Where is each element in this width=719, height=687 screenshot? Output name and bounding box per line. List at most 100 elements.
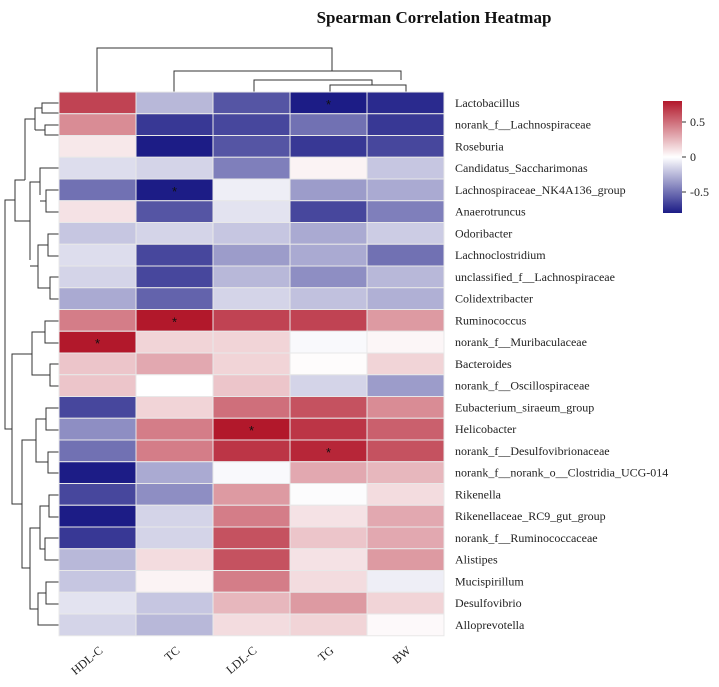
row-label: Eubacterium_siraeum_group (455, 400, 594, 414)
heatmap-cell (289, 222, 368, 245)
row-label: Lactobacillus (455, 96, 520, 110)
heatmap-cell (58, 352, 137, 376)
heatmap-cell (58, 591, 137, 615)
heatmap-cell (212, 330, 291, 354)
heatmap-cell (366, 374, 445, 397)
heatmap-cell (212, 504, 291, 528)
row-dendro-link (48, 494, 59, 518)
heatmap-cell (58, 135, 137, 158)
significance-star: * (326, 97, 331, 112)
heatmap-cell (58, 113, 137, 136)
heatmap-cell (212, 613, 291, 637)
row-dendro-link (49, 276, 59, 300)
heatmap-cell (366, 417, 445, 441)
row-label: Odoribacter (455, 226, 512, 240)
heatmap-cell (212, 483, 291, 506)
heatmap-cell (289, 287, 368, 310)
heatmap-cell (366, 135, 445, 158)
heatmap-cell (289, 243, 368, 267)
significance-star: * (249, 423, 254, 438)
heatmap-cell (212, 591, 291, 615)
row-label: norank_f__Lachnospiraceae (455, 118, 591, 132)
heatmap-cell (289, 265, 368, 289)
heatmap-cell (289, 504, 368, 528)
row-label: Lachnoclostridium (455, 248, 546, 262)
column-dendrogram (96, 47, 407, 92)
column-labels: HDL-C TC LDL-C TG BW (68, 643, 414, 678)
row-label: Bacteroides (455, 357, 512, 371)
heatmap-cell (58, 483, 137, 506)
heatmap-cell (289, 613, 368, 637)
legend-ticks: 0.5 0 -0.5 (682, 115, 709, 199)
row-dendro-link (47, 451, 59, 474)
heatmap-cell (135, 417, 214, 441)
heatmap-cell (212, 265, 291, 289)
column-dendrogram-root-branch (96, 47, 333, 92)
heatmap-cell (289, 483, 368, 506)
significance-star: * (172, 184, 177, 199)
heatmap-cell (289, 591, 368, 615)
column-label: TG (315, 643, 337, 664)
row-label: Helicobacter (455, 422, 516, 436)
heatmap-cell (135, 91, 214, 115)
row-dendro-link (47, 233, 59, 257)
heatmap-cell (212, 374, 291, 397)
row-label: Colidextribacter (455, 292, 533, 306)
heatmap-cell (289, 113, 368, 136)
heatmap-cell (58, 439, 137, 463)
heatmap-cell (58, 504, 137, 528)
heatmap-cell (212, 526, 291, 550)
heatmap-cell (366, 287, 445, 310)
heatmap-cell (135, 374, 214, 397)
heatmap-cell (366, 200, 445, 223)
heatmap-cell (135, 439, 214, 463)
heatmap-cell (366, 548, 445, 571)
heatmap-cell (289, 330, 368, 354)
heatmap-cell (135, 135, 214, 158)
row-dendro-link (45, 189, 59, 213)
heatmap-cell (366, 91, 445, 115)
row-label: unclassified_f__Lachnospiraceae (455, 270, 615, 284)
row-dendro-link (44, 320, 59, 344)
significance-star: * (326, 445, 331, 460)
row-dendro-link (14, 179, 30, 222)
row-label: norank_f__norank_o__Clostridia_UCG-014 (455, 466, 668, 480)
heatmap-cell (58, 287, 137, 310)
heatmap-cell (212, 200, 291, 223)
heatmap-cell (366, 613, 445, 637)
heatmap-cell (135, 200, 214, 223)
heatmap-cell (135, 613, 214, 637)
heatmap-cell (289, 526, 368, 550)
column-dendrogram-ldl-branch (253, 79, 373, 92)
heatmap-cell (289, 548, 368, 571)
row-dendro-link (45, 581, 59, 605)
heatmap-cell (58, 613, 137, 637)
heatmap-cell (212, 91, 291, 115)
heatmap-cell (135, 222, 214, 245)
heatmap-cell (135, 461, 214, 484)
legend-color-bar (663, 101, 682, 213)
row-dendro-link (39, 167, 59, 195)
heatmap-cell (289, 178, 368, 202)
heatmap-cell (289, 396, 368, 419)
legend-tick-label: 0.5 (690, 115, 705, 129)
heatmap-cell (366, 352, 445, 376)
significance-markers: * * * * * * (95, 97, 331, 460)
heatmap-cell (58, 374, 137, 397)
row-dendro-link (44, 124, 59, 136)
heatmap-cell (366, 156, 445, 180)
heatmap-cell (135, 504, 214, 528)
heatmap-cell (366, 504, 445, 528)
heatmap-cell (289, 461, 368, 484)
row-dendro-link (29, 181, 40, 260)
significance-star: * (172, 314, 177, 329)
row-label: Candidatus_Saccharimonas (455, 161, 588, 175)
row-dendro-link (31, 331, 50, 376)
heatmap-cell (58, 309, 137, 332)
row-dendrogram (4, 102, 59, 626)
heatmap-cell (135, 287, 214, 310)
heatmap-cell (58, 570, 137, 593)
row-dendro-root (4, 199, 15, 430)
row-labels: Lactobacillus norank_f__Lachnospiraceae Ro… (455, 96, 668, 632)
heatmap-cell (366, 222, 445, 245)
